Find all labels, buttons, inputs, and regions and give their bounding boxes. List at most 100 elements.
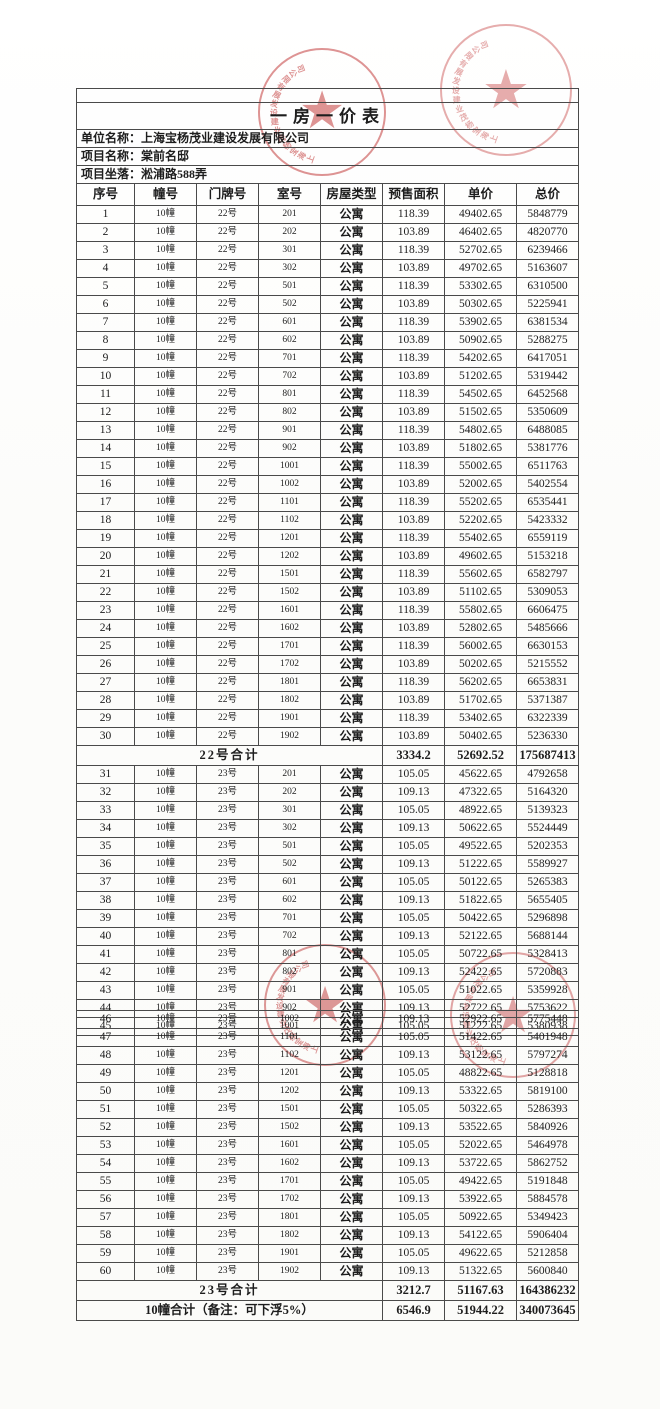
cell-door-number: 22号: [196, 439, 259, 458]
cell-total-price: 5349423: [516, 1208, 579, 1227]
cell-room-number: 302: [258, 819, 321, 838]
cell-building: 10幢: [134, 385, 197, 404]
cell-door-number: 22号: [196, 655, 259, 674]
cell-house-type: 公寓: [320, 1046, 383, 1065]
cell-building: 10幢: [134, 277, 197, 296]
cell-presale-area: 105.05: [382, 873, 445, 892]
cell-door-number: 23号: [196, 1154, 259, 1173]
cell-presale-area: 105.05: [382, 1244, 445, 1263]
cell-presale-area: 109.13: [382, 891, 445, 910]
cell-house-type: 公寓: [320, 927, 383, 946]
price-table-bottom-section: 46 10幢 23号 1002 公寓 109.13 52922.65 5775448 47 10幢…: [76, 1010, 579, 1321]
cell-unit-price: 50722.65: [444, 945, 517, 964]
cell-total-price: 5225941: [516, 295, 579, 314]
cell-unit-price: 52202.65: [444, 511, 517, 530]
subtotal-23-total: 164386232: [516, 1280, 579, 1301]
cell-total-price: 5600840: [516, 1262, 579, 1281]
cell-unit-price: 52702.65: [444, 241, 517, 260]
table-row: 30 10幢 22号 1902 公寓 103.89 50402.65 5236330: [76, 727, 579, 746]
cell-building: 10幢: [134, 691, 197, 710]
price-table-top: 一房一价表 单位名称：上海宝杨茂业建设发展有限公司 项目名称：棠前名邸 项目坐落：淞浦…: [76, 88, 579, 1036]
cell-total-price: 5296898: [516, 909, 579, 928]
price-table-bottom: 46 10幢 23号 1002 公寓 109.13 52922.65 5775448 47 10幢…: [76, 1010, 579, 1321]
cell-door-number: 23号: [196, 963, 259, 982]
cell-building: 10幢: [134, 349, 197, 368]
cell-seq: 48: [76, 1046, 135, 1065]
cell-total-price: 4792658: [516, 765, 579, 784]
table-row: 52 10幢 23号 1502 公寓 109.13 53522.65 5840926: [76, 1118, 579, 1137]
document-info-1: 项目名称：棠前名邸: [76, 147, 579, 166]
cell-presale-area: 109.13: [382, 1046, 445, 1065]
cell-house-type: 公寓: [320, 1208, 383, 1227]
cell-building: 10幢: [134, 1028, 197, 1047]
cell-building: 10幢: [134, 205, 197, 224]
cell-door-number: 23号: [196, 1136, 259, 1155]
column-header-unit-price: 单价: [444, 183, 517, 206]
cell-presale-area: 118.39: [382, 601, 445, 620]
cell-door-number: 22号: [196, 223, 259, 242]
table-row: 9 10幢 22号 701 公寓 118.39 54202.65 6417051: [76, 349, 579, 368]
cell-total-price: 5402554: [516, 475, 579, 494]
cell-door-number: 22号: [196, 259, 259, 278]
cell-seq: 58: [76, 1226, 135, 1245]
cell-room-number: 701: [258, 349, 321, 368]
grand-total-row: 10幢合计（备注：可下浮5%） 6546.9 51944.22 340073645: [76, 1300, 579, 1321]
cell-building: 10幢: [134, 673, 197, 692]
cell-room-number: 1002: [258, 1010, 321, 1029]
cell-presale-area: 103.89: [382, 547, 445, 566]
cell-total-price: 5775448: [516, 1010, 579, 1029]
cell-presale-area: 103.89: [382, 223, 445, 242]
cell-building: 10幢: [134, 493, 197, 512]
cell-door-number: 22号: [196, 709, 259, 728]
cell-presale-area: 109.13: [382, 855, 445, 874]
cell-seq: 60: [76, 1262, 135, 1281]
cell-unit-price: 52022.65: [444, 1136, 517, 1155]
cell-unit-price: 53402.65: [444, 709, 517, 728]
cell-seq: 8: [76, 331, 135, 350]
cell-seq: 30: [76, 727, 135, 746]
cell-house-type: 公寓: [320, 601, 383, 620]
cell-building: 10幢: [134, 241, 197, 260]
table-row: 22 10幢 22号 1502 公寓 103.89 51102.65 5309053: [76, 583, 579, 602]
cell-total-price: 6417051: [516, 349, 579, 368]
cell-presale-area: 103.89: [382, 727, 445, 746]
cell-door-number: 22号: [196, 421, 259, 440]
column-header-seq: 序号: [76, 183, 135, 206]
table-row: 43 10幢 23号 901 公寓 105.05 51022.65 5359928: [76, 981, 579, 1000]
cell-presale-area: 105.05: [382, 909, 445, 928]
cell-door-number: 22号: [196, 673, 259, 692]
cell-unit-price: 54202.65: [444, 349, 517, 368]
cell-house-type: 公寓: [320, 673, 383, 692]
cell-room-number: 1702: [258, 655, 321, 674]
cell-presale-area: 103.89: [382, 403, 445, 422]
cell-unit-price: 53522.65: [444, 1118, 517, 1137]
cell-room-number: 502: [258, 855, 321, 874]
cell-door-number: 23号: [196, 981, 259, 1000]
cell-seq: 21: [76, 565, 135, 584]
cell-total-price: 5688144: [516, 927, 579, 946]
cell-seq: 32: [76, 783, 135, 802]
cell-presale-area: 103.89: [382, 259, 445, 278]
cell-unit-price: 50302.65: [444, 295, 517, 314]
cell-door-number: 22号: [196, 331, 259, 350]
cell-seq: 56: [76, 1190, 135, 1209]
cell-building: 10幢: [134, 1190, 197, 1209]
cell-door-number: 22号: [196, 295, 259, 314]
cell-presale-area: 105.05: [382, 1064, 445, 1083]
cell-seq: 35: [76, 837, 135, 856]
cell-door-number: 22号: [196, 367, 259, 386]
cell-house-type: 公寓: [320, 765, 383, 784]
cell-unit-price: 51702.65: [444, 691, 517, 710]
cell-door-number: 22号: [196, 241, 259, 260]
cell-building: 10幢: [134, 637, 197, 656]
cell-seq: 57: [76, 1208, 135, 1227]
cell-total-price: 5884578: [516, 1190, 579, 1209]
blank-cell: [76, 88, 579, 103]
cell-building: 10幢: [134, 927, 197, 946]
cell-unit-price: 55002.65: [444, 457, 517, 476]
cell-door-number: 22号: [196, 565, 259, 584]
cell-unit-price: 54122.65: [444, 1226, 517, 1245]
cell-door-number: 22号: [196, 511, 259, 530]
column-header-total-price: 总价: [516, 183, 579, 206]
cell-room-number: 1101: [258, 1028, 321, 1047]
